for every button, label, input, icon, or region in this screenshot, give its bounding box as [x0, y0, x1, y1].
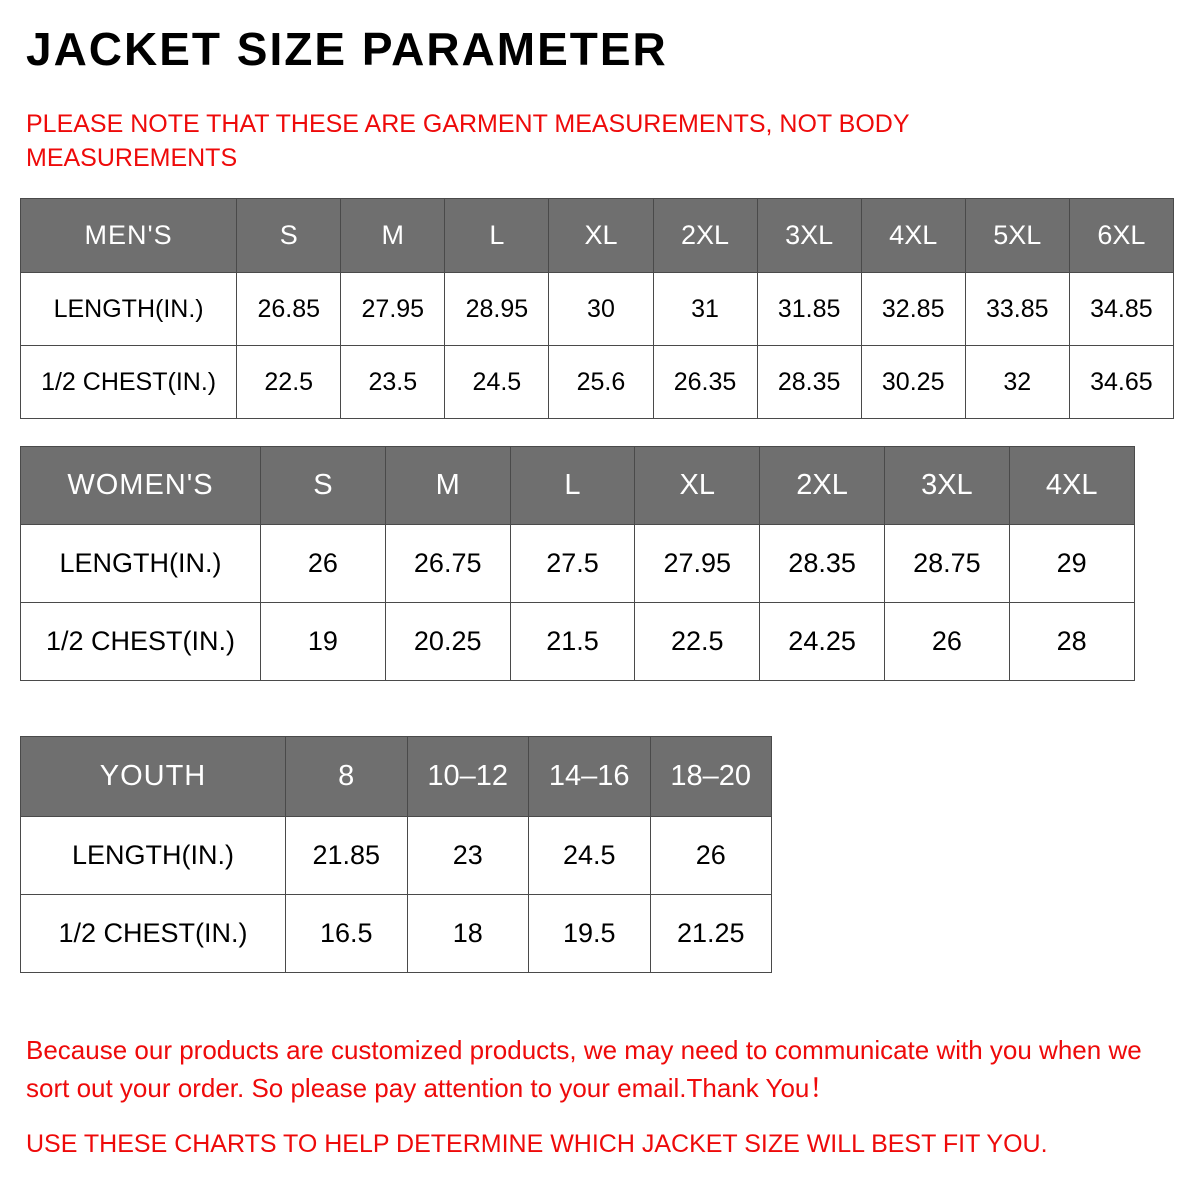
- womens-chest-3xl: 26: [883, 602, 1010, 681]
- youth-col-header-10-12: 10–12: [406, 736, 529, 817]
- table-row: 1/2 CHEST(IN.) 22.5 23.5 24.5 25.6 26.35…: [19, 345, 1175, 419]
- mens-length-m: 27.95: [340, 272, 446, 346]
- womens-chest-2xl: 24.25: [759, 602, 885, 681]
- mens-size-table: MEN'S S M L XL 2XL 3XL 4XL 5XL 6XL LENGT…: [19, 198, 1175, 419]
- womens-col-header-s: S: [260, 446, 386, 525]
- womens-length-2xl: 28.35: [759, 524, 885, 603]
- womens-col-header-l: L: [509, 446, 636, 525]
- mens-chest-s: 22.5: [236, 345, 342, 419]
- womens-col-header-2xl: 2XL: [759, 446, 885, 525]
- mens-chest-3xl: 28.35: [756, 345, 862, 419]
- youth-col-header-18-20: 18–20: [649, 736, 772, 817]
- table-row: LENGTH(IN.) 21.85 23 24.5 26: [20, 816, 772, 895]
- youth-chest-18-20: 21.25: [649, 894, 772, 973]
- womens-col-header-3xl: 3XL: [883, 446, 1010, 525]
- youth-row-label-chest: 1/2 CHEST(IN.): [20, 894, 286, 973]
- mens-col-header-4xl: 4XL: [860, 198, 966, 273]
- womens-chest-s: 19: [260, 602, 386, 681]
- womens-row-label-chest: 1/2 CHEST(IN.): [20, 602, 261, 681]
- mens-table-head: MEN'S S M L XL 2XL 3XL 4XL 5XL 6XL: [19, 198, 1175, 273]
- mens-col-header-3xl: 3XL: [756, 198, 862, 273]
- page-title: JACKET SIZE PARAMETER: [26, 23, 668, 75]
- mens-col-header-xl: XL: [548, 198, 654, 273]
- garment-measurement-note: PLEASE NOTE THAT THESE ARE GARMENT MEASU…: [26, 110, 910, 172]
- mens-col-header-l: L: [444, 198, 550, 273]
- youth-length-8: 21.85: [285, 816, 408, 895]
- mens-chest-l: 24.5: [444, 345, 550, 419]
- youth-length-14-16: 24.5: [528, 816, 651, 895]
- youth-chest-14-16: 19.5: [528, 894, 651, 973]
- womens-table-head: WOMEN'S S M L XL 2XL 3XL 4XL: [20, 446, 1135, 525]
- table-row: LENGTH(IN.) 26.85 27.95 28.95 30 31 31.8…: [19, 272, 1175, 346]
- mens-row-label-length: LENGTH(IN.): [19, 272, 238, 346]
- mens-length-s: 26.85: [236, 272, 342, 346]
- youth-row-label-length: LENGTH(IN.): [20, 816, 286, 895]
- womens-length-xl: 27.95: [634, 524, 761, 603]
- youth-chest-8: 16.5: [285, 894, 408, 973]
- mens-length-l: 28.95: [444, 272, 550, 346]
- youth-table-body: LENGTH(IN.) 21.85 23 24.5 26 1/2 CHEST(I…: [20, 816, 772, 973]
- womens-category-label: WOMEN'S: [20, 446, 261, 525]
- mens-length-xl: 30: [548, 272, 654, 346]
- mens-header-row: MEN'S S M L XL 2XL 3XL 4XL 5XL 6XL: [19, 198, 1175, 273]
- youth-length-10-12: 23: [406, 816, 529, 895]
- youth-header-row: YOUTH 8 10–12 14–16 18–20: [20, 736, 772, 817]
- youth-category-label: YOUTH: [20, 736, 286, 817]
- mens-category-label: MEN'S: [19, 198, 238, 273]
- mens-chest-6xl: 34.65: [1068, 345, 1175, 419]
- customization-notice: Because our products are customized prod…: [26, 1035, 1142, 1103]
- table-row: 1/2 CHEST(IN.) 16.5 18 19.5 21.25: [20, 894, 772, 973]
- mens-table-body: LENGTH(IN.) 26.85 27.95 28.95 30 31 31.8…: [19, 272, 1175, 419]
- mens-length-6xl: 34.85: [1068, 272, 1175, 346]
- womens-header-row: WOMEN'S S M L XL 2XL 3XL 4XL: [20, 446, 1135, 525]
- chart-usage-notice: USE THESE CHARTS TO HELP DETERMINE WHICH…: [26, 1130, 1048, 1158]
- mens-chest-2xl: 26.35: [652, 345, 758, 419]
- table-row: LENGTH(IN.) 26 26.75 27.5 27.95 28.35 28…: [20, 524, 1135, 603]
- youth-col-header-14-16: 14–16: [528, 736, 651, 817]
- womens-chest-m: 20.25: [384, 602, 511, 681]
- womens-col-header-4xl: 4XL: [1008, 446, 1135, 525]
- mens-row-label-chest: 1/2 CHEST(IN.): [19, 345, 238, 419]
- womens-row-label-length: LENGTH(IN.): [20, 524, 261, 603]
- womens-length-s: 26: [260, 524, 386, 603]
- youth-length-18-20: 26: [649, 816, 772, 895]
- womens-chest-l: 21.5: [509, 602, 636, 681]
- mens-chest-xl: 25.6: [548, 345, 654, 419]
- mens-col-header-s: S: [236, 198, 342, 273]
- mens-chest-5xl: 32: [964, 345, 1070, 419]
- youth-col-header-8: 8: [285, 736, 408, 817]
- womens-col-header-xl: XL: [634, 446, 761, 525]
- womens-length-3xl: 28.75: [883, 524, 1010, 603]
- mens-length-4xl: 32.85: [860, 272, 966, 346]
- mens-chest-m: 23.5: [340, 345, 446, 419]
- womens-chest-xl: 22.5: [634, 602, 761, 681]
- table-row: 1/2 CHEST(IN.) 19 20.25 21.5 22.5 24.25 …: [20, 602, 1135, 681]
- mens-length-2xl: 31: [652, 272, 758, 346]
- youth-table-head: YOUTH 8 10–12 14–16 18–20: [20, 736, 772, 817]
- mens-length-5xl: 33.85: [964, 272, 1070, 346]
- mens-col-header-2xl: 2XL: [652, 198, 758, 273]
- womens-table-body: LENGTH(IN.) 26 26.75 27.5 27.95 28.35 28…: [20, 524, 1135, 681]
- youth-size-table: YOUTH 8 10–12 14–16 18–20 LENGTH(IN.) 21…: [20, 736, 772, 973]
- womens-length-m: 26.75: [384, 524, 511, 603]
- womens-length-4xl: 29: [1008, 524, 1135, 603]
- youth-chest-10-12: 18: [406, 894, 529, 973]
- mens-col-header-m: M: [340, 198, 446, 273]
- womens-col-header-m: M: [384, 446, 511, 525]
- mens-col-header-6xl: 6XL: [1068, 198, 1175, 273]
- mens-col-header-5xl: 5XL: [964, 198, 1070, 273]
- womens-length-l: 27.5: [509, 524, 636, 603]
- womens-size-table: WOMEN'S S M L XL 2XL 3XL 4XL LENGTH(IN.)…: [20, 446, 1135, 681]
- mens-chest-4xl: 30.25: [860, 345, 966, 419]
- womens-chest-4xl: 28: [1008, 602, 1135, 681]
- mens-length-3xl: 31.85: [756, 272, 862, 346]
